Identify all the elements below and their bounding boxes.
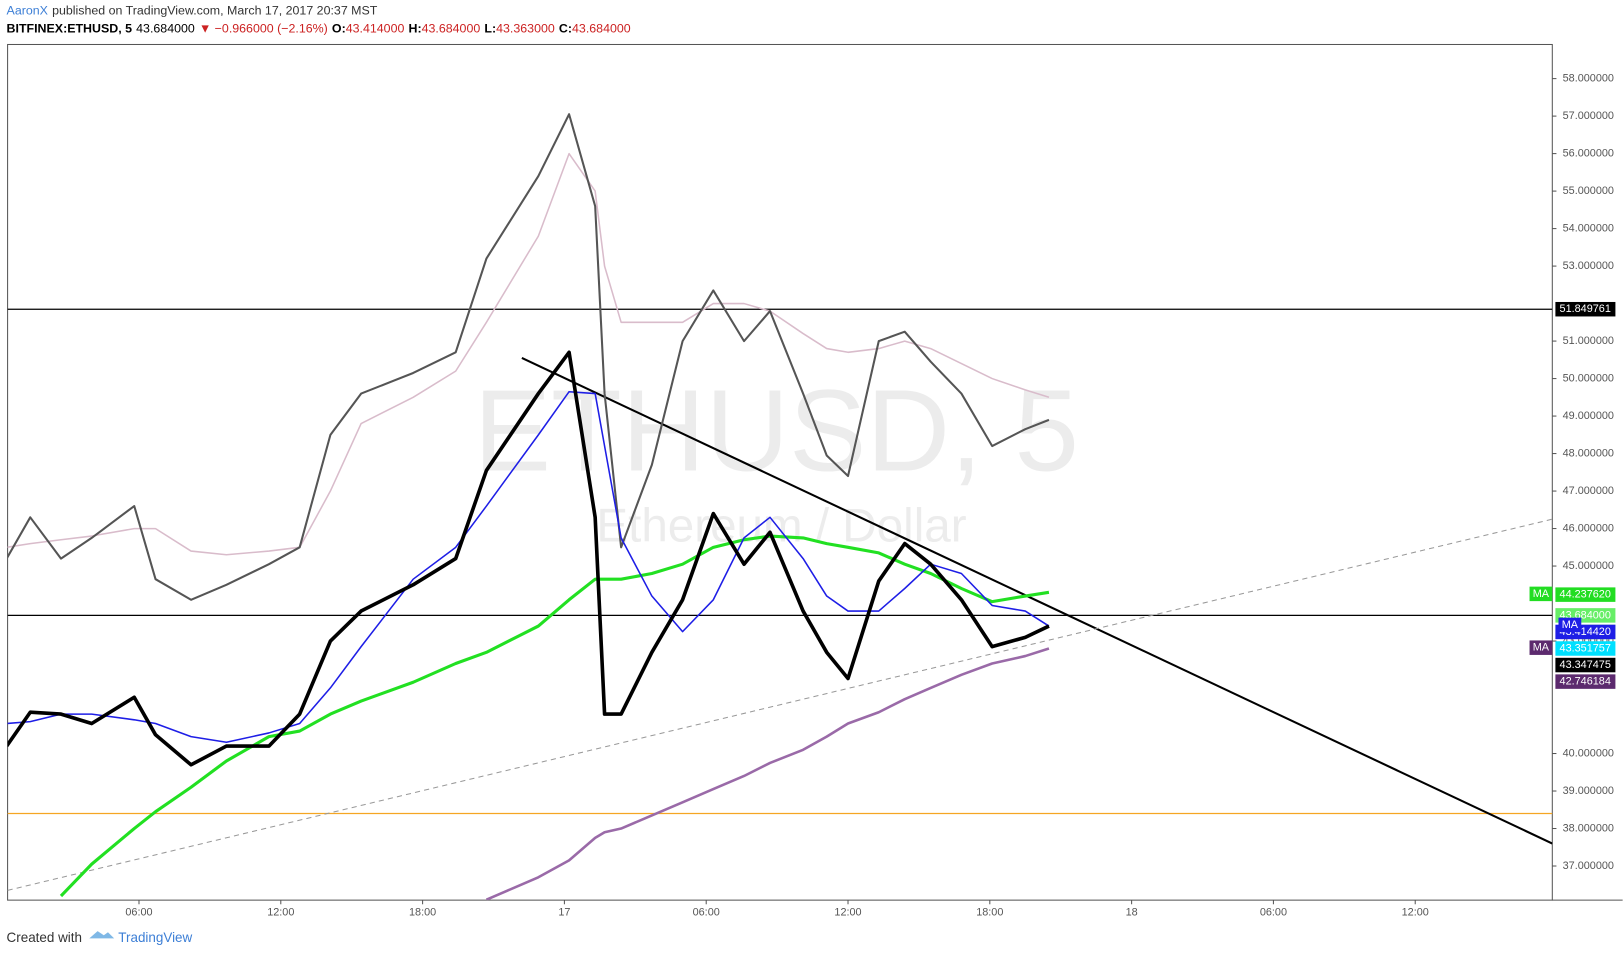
price-label: 43.347475 (1560, 659, 1611, 671)
x-tick-label: 18:00 (976, 906, 1003, 918)
plot-frame (7, 43, 1553, 901)
publisher[interactable]: AaronX (7, 4, 49, 18)
logo (89, 931, 115, 939)
ma-tag-bg (1558, 617, 1582, 633)
header-field: L: (484, 21, 496, 35)
x-tick-label: 17 (558, 906, 570, 918)
ma-line (59, 534, 1050, 898)
watermark-subtitle: Ethereum / Dollar (596, 499, 966, 552)
y-tick-label: 49.000000 (1563, 410, 1614, 422)
y-tick-label: 51.000000 (1563, 335, 1614, 347)
y-tick-label: 56.000000 (1563, 147, 1614, 159)
ma-line (7, 390, 1050, 744)
y-tick-label: 58.000000 (1563, 72, 1614, 84)
x-tick-label: 18:00 (409, 906, 436, 918)
x-tick-label: 12:00 (267, 906, 294, 918)
ma-line (7, 350, 1050, 767)
x-tick-label: 12:00 (834, 906, 861, 918)
header-field: O: (332, 21, 346, 35)
ma-line (7, 113, 1050, 601)
plot (7, 113, 1553, 901)
header-field: C: (559, 21, 572, 35)
y-tick-label: 54.000000 (1563, 222, 1614, 234)
ma-tag-bg (1529, 586, 1553, 602)
ma-line (7, 152, 1050, 556)
header-field: 43.684000 (572, 21, 631, 35)
x-tick-label: 18 (1126, 906, 1138, 918)
x-tick-label: 06:00 (693, 906, 720, 918)
header-field: 43.684000 (136, 21, 195, 35)
published: published on TradingView.com, March 17, … (52, 4, 378, 18)
footer-created: Created with (7, 930, 82, 945)
price-label-bg (1555, 641, 1616, 656)
y-tick-label: 45.000000 (1563, 560, 1614, 572)
y-tick-label: 37.000000 (1563, 860, 1614, 872)
price-label-bg (1555, 657, 1616, 673)
symbol-line: BITFINEX:ETHUSD, 5 43.684000 ▼ −0.966000 (… (7, 21, 631, 35)
price-label-bg (1555, 674, 1616, 689)
y-tick-label: 39.000000 (1563, 785, 1614, 797)
price-label: 51.849761 (1560, 303, 1611, 315)
header-field: BITFINEX:ETHUSD, 5 (7, 21, 133, 35)
y-tick-label: 46.000000 (1563, 522, 1614, 534)
y-tick-label: 57.000000 (1563, 110, 1614, 122)
y-tick-label: 38.000000 (1563, 822, 1614, 834)
y-tick-label: 53.000000 (1563, 260, 1614, 272)
header-field: 43.414000 (346, 21, 405, 35)
ma-tag: MA (1533, 642, 1550, 654)
y-tick-label: 55.000000 (1563, 185, 1614, 197)
y-tick-label: 47.000000 (1563, 485, 1614, 497)
x-tick-label: 06:00 (1260, 906, 1287, 918)
ma-line (485, 647, 1050, 901)
price-label-bg (1555, 301, 1616, 317)
footer-brand[interactable]: TradingView (118, 930, 192, 945)
x-tick-label: 12:00 (1402, 906, 1429, 918)
trend-line (521, 357, 1553, 845)
ma-tag: MA (1562, 619, 1579, 631)
axes: 37.00000038.00000039.00000040.00000043.0… (125, 72, 1616, 918)
y-tick-label: 50.000000 (1563, 372, 1614, 384)
price-label-bg (1555, 587, 1616, 602)
price-label: 44.237620 (1560, 589, 1611, 601)
trend-line (7, 518, 1553, 891)
x-tick-label: 06:00 (125, 906, 152, 918)
header-field: H: (409, 21, 422, 35)
ma-tag: MA (1533, 588, 1550, 600)
ma-tag-bg (1529, 640, 1553, 655)
header-field: 43.684000 (422, 21, 481, 35)
price-label: 42.746184 (1560, 675, 1611, 687)
y-tick-label: 48.000000 (1563, 447, 1614, 459)
y-tick-label: 40.000000 (1563, 747, 1614, 759)
header-field: ▼ −0.966000 (−2.16%) (199, 21, 328, 35)
price-label: 43.351757 (1560, 642, 1611, 654)
watermark-title: ETHUSD, 5 (474, 365, 1079, 495)
header-field: 43.363000 (496, 21, 555, 35)
